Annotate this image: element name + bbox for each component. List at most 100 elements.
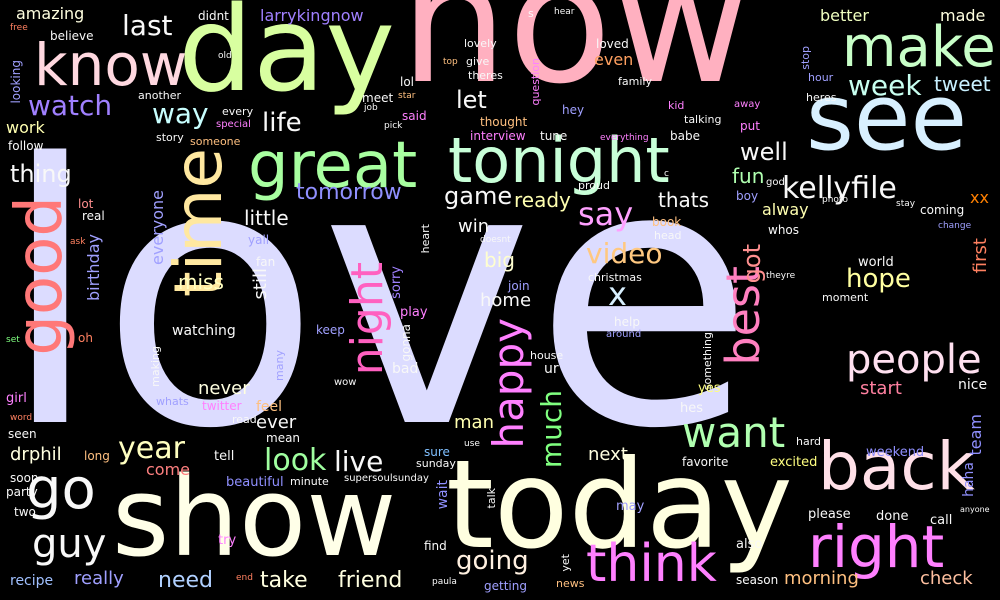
word-please: please xyxy=(808,507,851,522)
word-everything: everything xyxy=(600,133,649,143)
word-anyone: anyone xyxy=(960,505,990,514)
word-friend: friend xyxy=(338,568,403,593)
word-watching: watching xyxy=(172,323,236,339)
word-twitter: twitter xyxy=(202,399,242,413)
word-every: every xyxy=(222,105,254,118)
word-team: team xyxy=(966,414,985,456)
word-christmas: christmas xyxy=(588,271,642,284)
word-look: look xyxy=(264,443,327,478)
word-better: better xyxy=(820,6,869,25)
word-miss: miss xyxy=(178,270,224,294)
word-girl: girl xyxy=(6,391,27,406)
word-done: done xyxy=(876,509,909,524)
word-world: world xyxy=(858,255,894,270)
word-thought: thought xyxy=(480,115,528,129)
word-last: last xyxy=(122,9,173,42)
word-sorry: sorry xyxy=(389,266,404,299)
word-recipe: recipe xyxy=(10,573,54,589)
word-fun: fun xyxy=(732,164,765,188)
word-excited: excited xyxy=(770,455,818,470)
word-whos: whos xyxy=(768,223,800,237)
word-head: head xyxy=(654,229,682,242)
word-another: another xyxy=(138,89,182,102)
word-help: help xyxy=(614,315,640,329)
word-meet: meet xyxy=(362,91,394,105)
word-people: people xyxy=(846,337,982,383)
word-drphil: drphil xyxy=(10,444,62,465)
word-set: set xyxy=(6,335,20,345)
word-babe: babe xyxy=(670,129,700,143)
word-kid: kid xyxy=(668,99,685,112)
word-year: year xyxy=(118,431,185,466)
word-god: god xyxy=(766,177,785,188)
word-free: free xyxy=(10,23,28,33)
word-special: special xyxy=(216,119,251,130)
word-x: x xyxy=(608,275,627,313)
word-morning: morning xyxy=(784,568,859,589)
word-join: join xyxy=(508,279,530,293)
word-around: around xyxy=(606,329,642,340)
word-away: away xyxy=(734,99,761,110)
word-said: said xyxy=(402,109,427,123)
word-now: now xyxy=(400,0,751,122)
word-two: two xyxy=(14,505,36,519)
word-first: first xyxy=(970,238,991,274)
word-house: house xyxy=(530,349,564,362)
word-hope: hope xyxy=(846,264,911,294)
word-heart: heart xyxy=(419,224,432,254)
word-heres: heres xyxy=(806,91,837,104)
word-long: long xyxy=(84,449,110,463)
word-family: family xyxy=(618,75,652,88)
word-xx: xx xyxy=(970,188,989,207)
word-tonight: tonight xyxy=(448,124,670,197)
word-yet: yet xyxy=(559,554,572,572)
word-fan: fan xyxy=(256,255,276,269)
word-sunday: sunday xyxy=(416,457,456,470)
word-never: never xyxy=(198,378,250,399)
word-making: making xyxy=(149,346,162,387)
word-play: play xyxy=(400,305,428,320)
word-week: week xyxy=(848,69,922,102)
word-put: put xyxy=(740,119,760,133)
word-still: still xyxy=(250,268,271,300)
word-didnt: didnt xyxy=(198,9,229,23)
word-back: back xyxy=(818,428,975,505)
word-star: star xyxy=(398,91,416,101)
word-go: go xyxy=(26,457,96,522)
word-stay: stay xyxy=(896,199,916,209)
word-read: read xyxy=(232,413,257,426)
word-oh: oh xyxy=(78,331,93,345)
word-lovely: lovely xyxy=(464,37,497,50)
word-c: c xyxy=(664,169,669,179)
word-gonna: gonna xyxy=(399,324,413,362)
word-kellyfile: kellyfile xyxy=(782,171,897,206)
word-thats: thats xyxy=(658,188,710,212)
word-moment: moment xyxy=(822,291,869,304)
word-favorite: favorite xyxy=(682,455,729,469)
word-want: want xyxy=(682,408,786,457)
word-tune: tune xyxy=(540,129,568,143)
word-call: call xyxy=(930,513,953,528)
word-hour: hour xyxy=(808,71,834,84)
word-happy: happy xyxy=(484,318,533,449)
word-soon: soon xyxy=(10,471,39,485)
word-talking: talking xyxy=(684,113,722,126)
word-many: many xyxy=(273,350,286,381)
word-yes: yes xyxy=(698,381,721,396)
word-make: make xyxy=(842,15,996,80)
word-top: top xyxy=(443,57,458,67)
word-need: need xyxy=(158,568,213,593)
word-come: come xyxy=(146,460,191,479)
word-use: use xyxy=(464,439,480,449)
word-believe: believe xyxy=(50,29,94,43)
word-amazing: amazing xyxy=(16,4,85,23)
word-today: today xyxy=(446,434,793,576)
word-talk: talk xyxy=(485,488,498,509)
word-job: job xyxy=(364,103,378,113)
word-mean: mean xyxy=(266,431,301,445)
word-alway: alway xyxy=(762,200,809,219)
word-may: may xyxy=(616,499,645,514)
word-old: old xyxy=(218,51,232,61)
word-bad: bad xyxy=(392,361,419,377)
